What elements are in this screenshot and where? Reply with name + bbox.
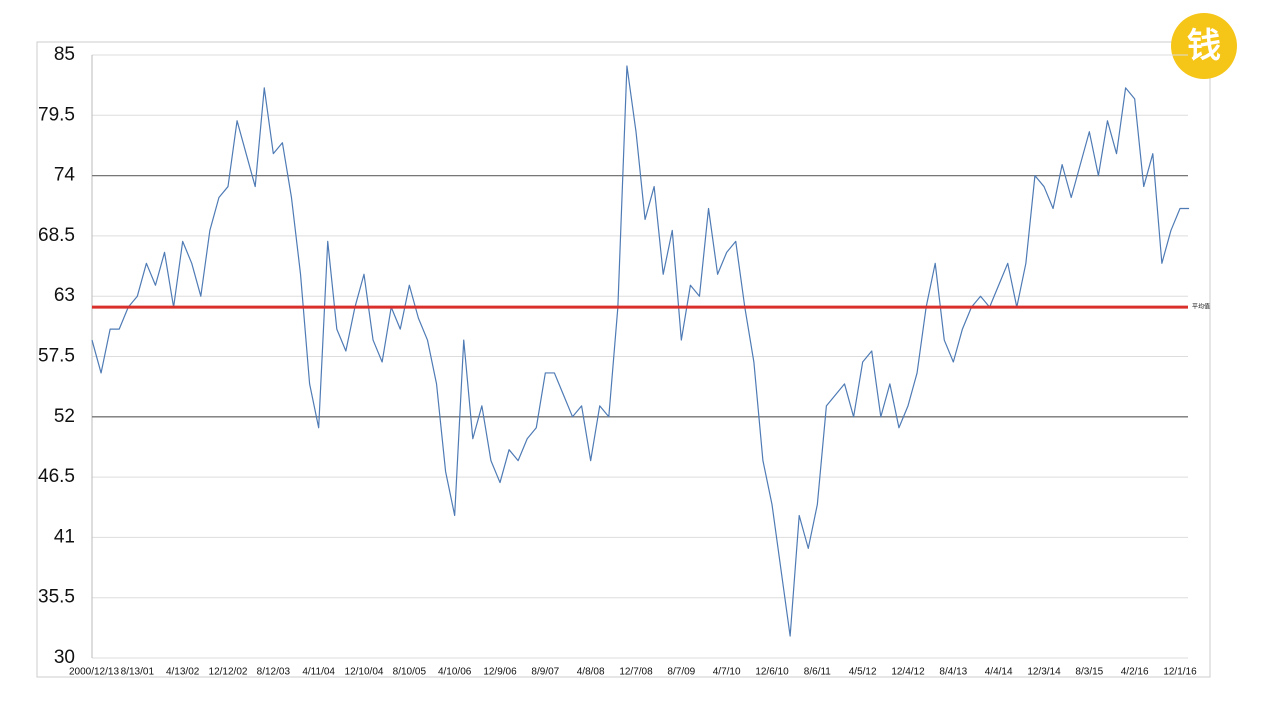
mean-line-label: 平均值 — [1192, 303, 1210, 311]
x-tick-label: 12/12/02 — [209, 667, 248, 678]
logo-badge — [1171, 13, 1237, 79]
x-tick-label: 12/3/14 — [1027, 667, 1061, 678]
x-tick-label: 8/13/01 — [121, 667, 155, 678]
data-line — [91, 65, 1190, 637]
x-tick-label: 12/10/04 — [345, 667, 384, 678]
x-tick-label: 12/4/12 — [891, 667, 925, 678]
y-tick-label: 68.5 — [38, 225, 75, 246]
x-tick-label: 4/2/16 — [1121, 667, 1149, 678]
x-tick-label: 4/11/04 — [302, 667, 335, 678]
y-tick-label: 30 — [54, 647, 75, 668]
x-tick-label: 2000/12/13 — [69, 667, 119, 678]
logo: 钱 — [1187, 27, 1221, 65]
x-tick-label: 12/9/06 — [483, 667, 517, 678]
x-tick-label: 8/3/15 — [1075, 667, 1103, 678]
y-tick-label: 79.5 — [38, 104, 75, 125]
x-tick-label: 12/7/08 — [619, 667, 653, 678]
x-tick-label: 4/8/08 — [577, 667, 605, 678]
x-tick-label: 4/13/02 — [166, 667, 200, 678]
y-tick-label: 74 — [54, 165, 76, 186]
y-tick-label: 85 — [54, 44, 75, 65]
y-tick-label: 35.5 — [38, 587, 75, 608]
x-tick-label: 8/12/03 — [257, 667, 291, 678]
chart-frame — [36, 41, 1211, 678]
x-tick-label: 4/10/06 — [438, 667, 472, 678]
x-tick-label: 8/6/11 — [804, 667, 831, 678]
x-tick-label: 12/1/16 — [1163, 667, 1197, 678]
y-tick-label: 46.5 — [38, 466, 75, 487]
x-tick-label: 4/7/10 — [713, 667, 741, 678]
x-tick-label: 8/10/05 — [393, 667, 427, 678]
x-tick-label: 4/4/14 — [985, 667, 1013, 678]
x-tick-label: 12/6/10 — [755, 667, 789, 678]
x-tick-label: 8/7/09 — [667, 667, 695, 678]
y-tick-label: 57.5 — [38, 346, 75, 367]
x-tick-label: 8/9/07 — [531, 667, 559, 678]
y-tick-label: 63 — [54, 285, 75, 306]
x-tick-label: 8/4/13 — [939, 667, 967, 678]
y-tick-label: 41 — [54, 526, 75, 547]
x-tick-label: 4/5/12 — [849, 667, 877, 678]
y-tick-label: 52 — [54, 406, 75, 427]
